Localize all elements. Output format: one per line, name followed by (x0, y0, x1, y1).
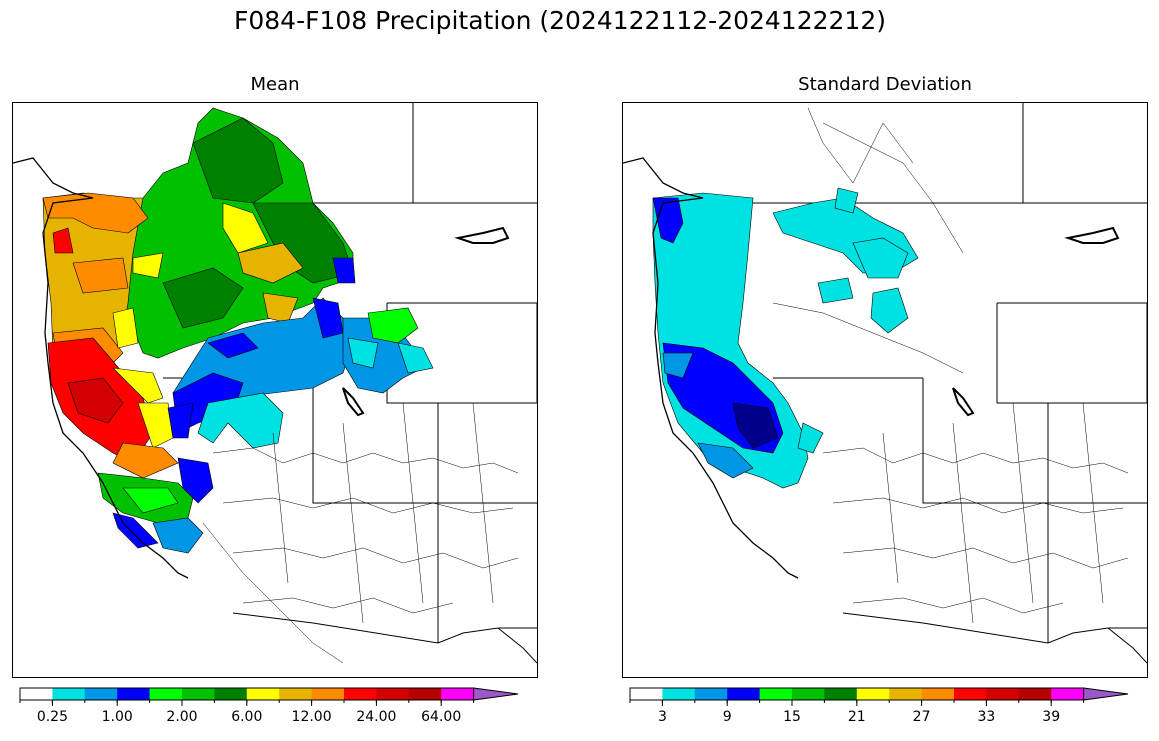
std-colorbar: 3 9 15 21 27 33 39 (629, 687, 1145, 733)
std-colorbar-tick-label: 39 (1042, 709, 1060, 725)
mean-colorbar: 0.25 1.00 2.00 6.00 12.00 24.00 64.00 (19, 687, 535, 733)
mean-colorbar-extend-arrow (473, 687, 519, 701)
mean-panel-title: Mean (250, 74, 300, 95)
figure-title: F084-F108 Precipitation (2024122112-2024… (233, 6, 886, 35)
std-colorbar-tick-label: 15 (783, 709, 801, 725)
std-colorbar-tick-label: 33 (977, 709, 995, 725)
std-colorbar-swatch (759, 688, 793, 700)
mean-colorbar-tick-label: 1.00 (102, 709, 133, 725)
std-colorbar-swatch (630, 688, 663, 700)
std-colorbar-swatch (856, 688, 890, 700)
std-colorbar-swatch (1051, 688, 1085, 700)
mean-colorbar-swatch (344, 688, 377, 700)
mean-map-svg (13, 103, 537, 677)
mean-colorbar-swatch (149, 688, 183, 700)
std-colorbar-swatch (792, 688, 825, 700)
std-colorbar-swatch (662, 688, 696, 700)
mean-colorbar-tick-label: 24.00 (356, 709, 396, 725)
mean-colorbar-swatch (214, 688, 248, 700)
mean-colorbar-swatch (408, 688, 442, 700)
mean-colorbar-swatch (441, 688, 475, 700)
mean-colorbar-tick-label: 64.00 (421, 709, 461, 725)
std-panel-title: Standard Deviation (798, 74, 972, 95)
std-map (622, 102, 1148, 678)
std-colorbar-swatch (889, 688, 923, 700)
std-colorbar-swatch (824, 688, 858, 700)
mean-colorbar-tick-label: 6.00 (231, 709, 262, 725)
mean-colorbar-tick-label: 12.00 (292, 709, 332, 725)
mean-colorbar-tick-label: 0.25 (37, 709, 68, 725)
std-colorbar-tick-label: 21 (848, 709, 866, 725)
mean-colorbar-svg: 0.25 1.00 2.00 6.00 12.00 24.00 64.00 (19, 687, 519, 725)
mean-colorbar-swatch (279, 688, 313, 700)
std-map-svg (623, 103, 1147, 677)
mean-colorbar-swatch (182, 688, 215, 700)
std-colorbar-svg: 3 9 15 21 27 33 39 (629, 687, 1129, 725)
mean-map (12, 102, 538, 678)
std-colorbar-swatch (986, 688, 1020, 700)
mean-colorbar-tick-label: 2.00 (166, 709, 197, 725)
std-colorbar-tick-label: 9 (723, 709, 732, 725)
mean-colorbar-swatch (376, 688, 410, 700)
std-colorbar-extend-arrow (1083, 687, 1129, 701)
std-colorbar-tick-label: 3 (658, 709, 667, 725)
std-colorbar-swatch (954, 688, 987, 700)
mean-colorbar-swatch (20, 688, 53, 700)
std-colorbar-swatch (727, 688, 761, 700)
mean-colorbar-swatch (246, 688, 280, 700)
mean-colorbar-swatch (84, 688, 118, 700)
mean-colorbar-swatch (117, 688, 151, 700)
std-colorbar-swatch (921, 688, 955, 700)
std-colorbar-tick-label: 27 (913, 709, 931, 725)
mean-colorbar-swatch (52, 688, 86, 700)
mean-colorbar-swatch (311, 688, 345, 700)
std-colorbar-swatch (1018, 688, 1052, 700)
std-colorbar-swatch (694, 688, 728, 700)
